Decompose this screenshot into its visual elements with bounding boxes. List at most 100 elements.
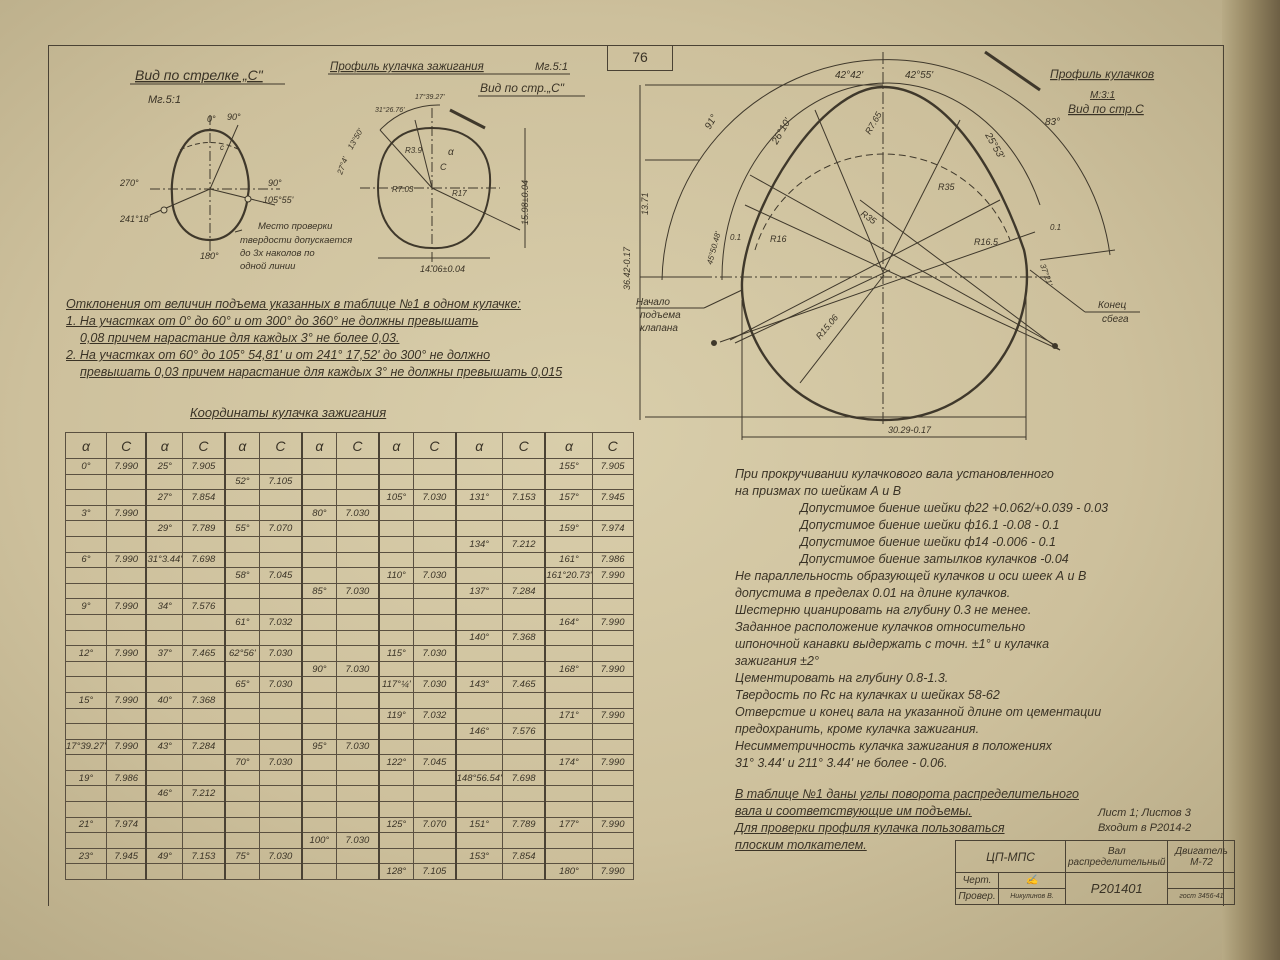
tech-note-underlined: вала и соответствующие им подъемы. bbox=[735, 804, 972, 818]
cell-angle bbox=[224, 660, 261, 678]
cell-angle bbox=[544, 629, 593, 647]
label-r7-65: R7.65 bbox=[863, 109, 884, 136]
label-alpha: α bbox=[448, 147, 454, 158]
cell-angle bbox=[378, 458, 415, 475]
cell-lift bbox=[182, 816, 226, 834]
cell-lift: 7.990 bbox=[105, 551, 148, 569]
cell-angle bbox=[455, 707, 503, 725]
cell-angle: 168° bbox=[544, 660, 593, 678]
cell-lift: 7.030 bbox=[336, 660, 380, 678]
cell-angle bbox=[65, 473, 107, 491]
cell-angle bbox=[378, 769, 415, 787]
label-30-29: 30.29-0.17 bbox=[888, 425, 932, 435]
svg-text:Конец: Конец bbox=[1098, 300, 1127, 311]
cell-lift bbox=[413, 551, 457, 569]
cell-angle bbox=[378, 801, 415, 818]
engine-model: Двигатель М-72 bbox=[1167, 840, 1236, 873]
cell-lift bbox=[259, 660, 303, 678]
cell-lift bbox=[591, 645, 634, 662]
cell-lift bbox=[501, 613, 547, 631]
cell-angle bbox=[544, 785, 593, 803]
drawing-number: Р201401 bbox=[1064, 872, 1169, 905]
cell-lift bbox=[501, 567, 547, 584]
cell-lift bbox=[413, 832, 457, 849]
cell-lift bbox=[413, 660, 457, 678]
cell-angle: 110° bbox=[378, 567, 415, 584]
cell-lift bbox=[336, 458, 380, 475]
cell-lift bbox=[501, 691, 547, 709]
table-row: 21° 7.974 125° 7.070 151° 7.789 177° 7.990 bbox=[65, 816, 634, 834]
cell-lift bbox=[105, 785, 148, 803]
cell-lift bbox=[413, 504, 457, 522]
cell-angle bbox=[224, 707, 261, 725]
label-241deg: 241°18' bbox=[119, 214, 151, 224]
cell-angle bbox=[301, 816, 338, 834]
cell-lift bbox=[501, 754, 547, 771]
cell-lift: 7.465 bbox=[501, 676, 547, 693]
cell-lift bbox=[336, 691, 380, 709]
cam-profile-title: Профиль кулачков bbox=[1050, 67, 1154, 81]
cell-lift bbox=[259, 723, 303, 740]
cell-angle bbox=[301, 613, 338, 631]
cell-lift bbox=[413, 473, 457, 491]
cell-angle bbox=[544, 738, 593, 756]
cell-lift: 7.153 bbox=[182, 847, 226, 865]
label-31-26: 31°26.76' bbox=[375, 106, 405, 114]
cell-lift bbox=[336, 816, 380, 834]
cell-lift bbox=[591, 738, 634, 756]
part-name: Вал распределительный bbox=[1064, 840, 1169, 873]
cell-lift bbox=[591, 629, 634, 647]
cell-lift bbox=[591, 691, 634, 709]
cell-angle bbox=[378, 535, 415, 553]
table-row: 100° 7.030 bbox=[65, 832, 634, 849]
cell-angle: 131° bbox=[455, 489, 503, 506]
cell-angle bbox=[65, 707, 107, 725]
table-row: 119° 7.032 171° 7.990 bbox=[65, 707, 634, 725]
svg-text:Место проверки: Место проверки bbox=[258, 221, 333, 232]
label-91: 91° bbox=[703, 113, 720, 132]
cell-lift bbox=[182, 504, 226, 522]
cell-angle bbox=[544, 691, 593, 709]
cell-lift bbox=[259, 535, 303, 553]
cell-lift bbox=[105, 754, 148, 771]
cell-lift: 7.854 bbox=[501, 847, 547, 865]
table-row: 19° 7.986 148°56.54' 7.698 bbox=[65, 769, 634, 787]
label-270deg: 270° bbox=[119, 178, 139, 188]
label-42-42: 42°42' bbox=[835, 70, 864, 81]
cell-lift bbox=[591, 535, 634, 553]
cell-angle bbox=[544, 582, 593, 600]
cell-lift bbox=[413, 458, 457, 475]
cell-lift bbox=[413, 847, 457, 865]
checked-label: Провер. bbox=[955, 888, 999, 905]
deviation-line: 0,08 причем нарастание для каждых 3° не … bbox=[80, 331, 400, 345]
cell-angle: 31°3.44' bbox=[145, 551, 184, 569]
cell-angle bbox=[65, 520, 107, 537]
cell-angle bbox=[544, 676, 593, 693]
cell-angle bbox=[301, 676, 338, 693]
cell-lift bbox=[591, 847, 634, 865]
drawn-signature: ✍ bbox=[998, 872, 1066, 889]
cell-angle: 21° bbox=[65, 816, 107, 834]
cell-angle bbox=[455, 473, 503, 491]
svg-text:твердости допускается: твердости допускается bbox=[240, 235, 352, 246]
label-r3-9: R3.9 bbox=[405, 146, 422, 155]
table-row: 52° 7.105 bbox=[65, 473, 634, 491]
tech-note-underlined: Для проверки профиля кулачка пользоватьс… bbox=[735, 821, 1005, 835]
deviation-line: 2. На участках от 60° до 105° 54,81' и о… bbox=[66, 348, 491, 362]
cell-lift: 7.030 bbox=[413, 676, 457, 693]
cell-lift bbox=[501, 863, 547, 881]
cell-angle bbox=[65, 582, 107, 600]
cell-lift bbox=[259, 832, 303, 849]
table-row: 61° 7.032 164° 7.990 bbox=[65, 613, 634, 631]
cell-lift: 7.070 bbox=[413, 816, 457, 834]
cell-lift: 7.905 bbox=[591, 458, 634, 475]
valve-lift-start-label: Начало подъема клапана bbox=[636, 297, 681, 334]
tech-note-line: 31° 3.44' и 211° 3.44' не более - 0.06. bbox=[735, 756, 948, 770]
cell-angle: 134° bbox=[455, 535, 503, 553]
cell-angle bbox=[378, 832, 415, 849]
tech-note-line: Отверстие и конец вала на указанной длин… bbox=[735, 705, 1102, 719]
label-c: c bbox=[220, 143, 224, 152]
cell-angle bbox=[378, 738, 415, 756]
cell-angle bbox=[544, 535, 593, 553]
